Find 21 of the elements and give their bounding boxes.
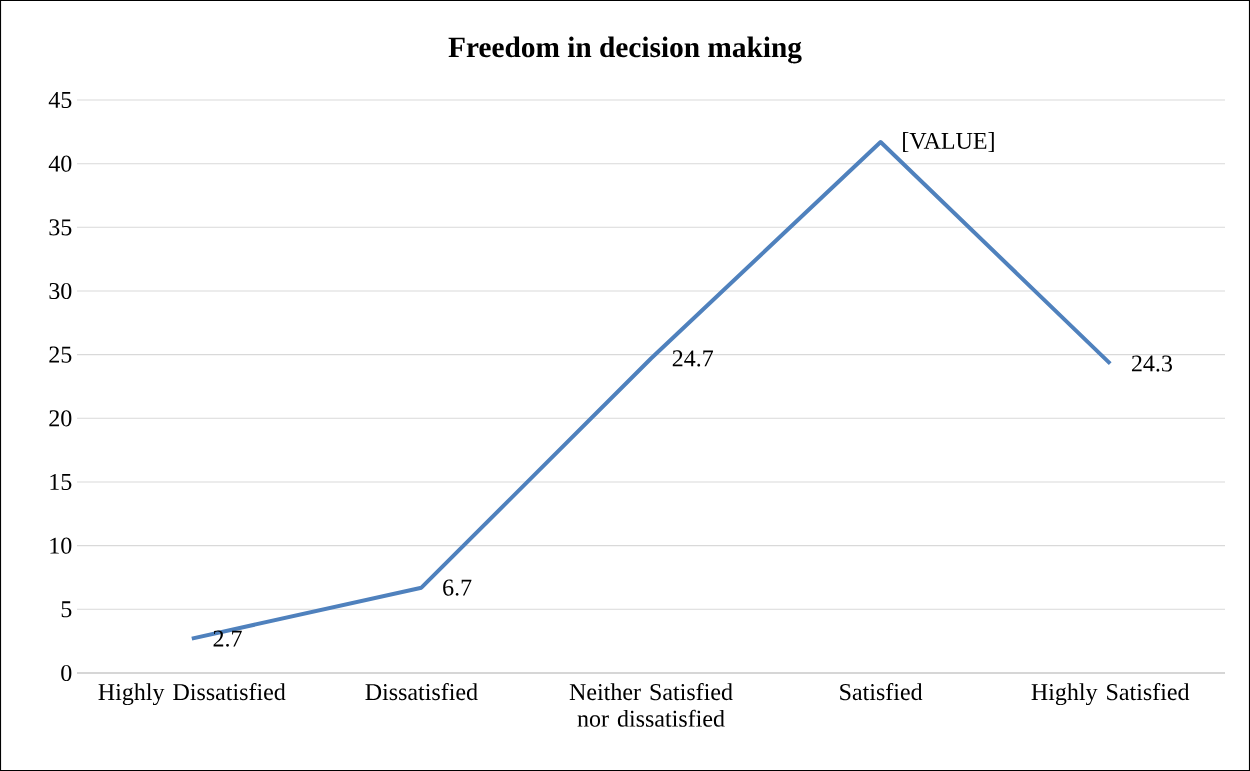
data-label: 2.7 (213, 630, 242, 647)
x-tick-label: Highly Dissatisfied (98, 683, 286, 706)
data-label: 24.7 (672, 350, 714, 367)
y-tick-label: 0 (61, 664, 72, 682)
chart-title: Freedom in decision making (448, 36, 802, 64)
y-tick-label: 10 (50, 537, 72, 554)
y-tick-label: 20 (49, 410, 72, 427)
x-tick-label: Satisfied (840, 683, 923, 701)
y-tick-label: 25 (49, 346, 72, 363)
x-tick-label: Highly Satisfied (1031, 683, 1190, 706)
y-tick-label: 30 (49, 282, 72, 300)
data-label: 6.7 (443, 579, 472, 596)
x-tick-label: Dissatisfied (365, 683, 478, 701)
y-tick-label: 5 (61, 601, 72, 618)
y-tick-label: 40 (48, 155, 72, 172)
y-tick-label: 45 (48, 91, 72, 109)
y-tick-label: 35 (49, 219, 72, 236)
x-tick-label: Neither Satisfied nor dissatisfied (569, 683, 733, 727)
y-tick-label: 15 (50, 473, 72, 491)
data-label: 24.3 (1131, 355, 1172, 372)
data-label: [VALUE] (903, 132, 994, 152)
